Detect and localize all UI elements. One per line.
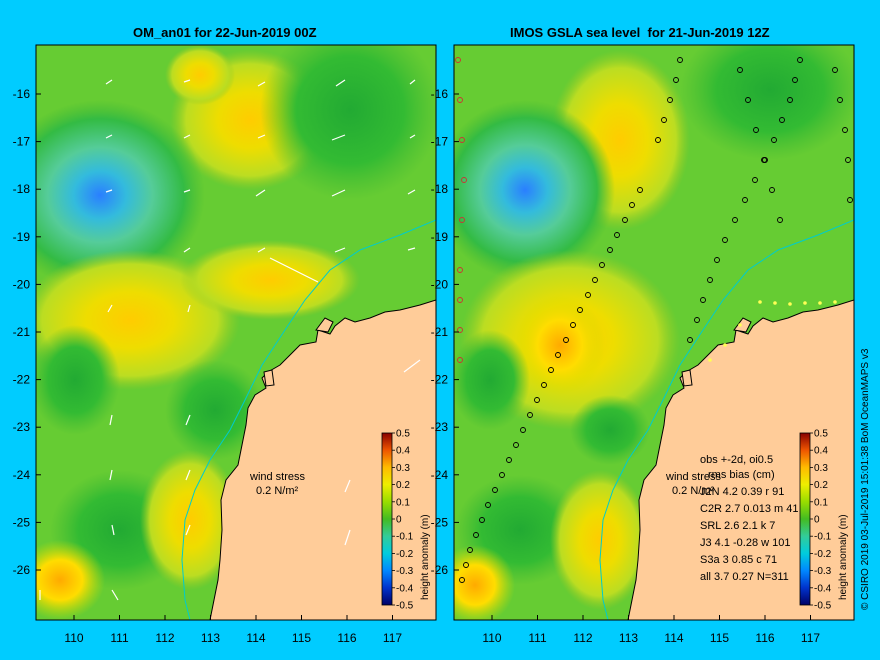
x-tick-label: 116 xyxy=(755,631,774,645)
colorbar-tick-label: 0.1 xyxy=(396,497,410,508)
colorbar-tick-label: 0.5 xyxy=(396,429,410,440)
right-wind-stress-label: wind stress xyxy=(665,471,722,483)
x-tick-label: 110 xyxy=(482,631,501,645)
colorbar-tick-label: -0.4 xyxy=(396,583,414,594)
x-tick-label: 111 xyxy=(110,631,129,645)
left-panel-title: OM_an01 for 22-Jun-2019 00Z xyxy=(133,25,317,40)
colorbar-tick-label: 0.1 xyxy=(814,497,828,508)
left-map-panel: wind stress 0.2 N/m² xyxy=(36,45,436,620)
colorbar-tick-label: 0.4 xyxy=(814,446,828,457)
y-tick-label: -23 xyxy=(431,420,449,434)
x-tick-label: 112 xyxy=(573,631,592,645)
y-tick-label: -26 xyxy=(431,563,449,577)
colorbar-tick-label: -0.1 xyxy=(396,532,414,543)
credit-text: © CSIRO 2019 03-Jul-2019 15:01:38 BoM Oc… xyxy=(860,348,871,610)
y-tick-label: -17 xyxy=(13,135,31,149)
left-colorbar: 0.5 0.4 0.3 0.2 0.1 0 -0.1 -0.2 -0.3 -0.4 -0.5 hei… xyxy=(381,429,431,612)
colorbar-tick-label: -0.2 xyxy=(396,549,414,560)
x-tick-label: 114 xyxy=(664,631,683,645)
colorbar-tick-label: -0.3 xyxy=(396,566,414,577)
left-colorbar-label: height anomaly (m) xyxy=(420,514,431,600)
stats-header: rms bias (cm) xyxy=(708,469,775,481)
left-wind-stress-value: 0.2 N/m² xyxy=(256,485,299,497)
x-tick-label: 115 xyxy=(292,631,311,645)
colorbar-tick-label: -0.1 xyxy=(814,532,832,543)
colorbar-tick-label: 0.2 xyxy=(814,480,828,491)
y-tick-label: -21 xyxy=(13,325,31,339)
y-tick-label: -19 xyxy=(13,230,31,244)
colorbar-tick-label: -0.3 xyxy=(814,566,832,577)
colorbar-tick-label: 0 xyxy=(396,515,402,526)
colorbar-tick-label: 0.3 xyxy=(814,463,828,474)
right-colorbar-label: height anomaly (m) xyxy=(838,514,849,600)
colorbar-tick-label: -0.4 xyxy=(814,583,832,594)
stats-row: all 3.7 0.27 N=311 xyxy=(700,571,789,583)
colorbar-tick-label: 0.3 xyxy=(396,463,410,474)
right-y-axis: -16 -17 -18 -19 -20 -21 -22 -23 -24 -25 -26 xyxy=(431,87,459,577)
colorbar-tick-label: 0.5 xyxy=(814,429,828,440)
y-tick-label: -19 xyxy=(431,230,449,244)
colorbar-tick-label: 0.2 xyxy=(396,480,410,491)
colorbar-tick-label: -0.5 xyxy=(396,601,414,612)
y-tick-label: -20 xyxy=(431,277,449,291)
right-colorbar: 0.5 0.4 0.3 0.2 0.1 0 -0.1 -0.2 -0.3 -0.4 -0.5 hei… xyxy=(799,429,849,612)
y-tick-label: -16 xyxy=(13,87,31,101)
y-tick-label: -26 xyxy=(13,563,31,577)
right-x-axis: 110 111 112 113 114 115 116 117 xyxy=(482,615,820,645)
stats-row: C2R 2.7 0.013 m 41 xyxy=(700,503,798,515)
x-tick-label: 113 xyxy=(201,631,220,645)
y-tick-label: -20 xyxy=(13,277,31,291)
colorbar-tick-label: 0.4 xyxy=(396,446,410,457)
y-tick-label: -18 xyxy=(13,182,31,196)
left-y-axis: -16 -17 -18 -19 -20 -21 -22 -23 -24 -25 -26 xyxy=(13,87,41,577)
x-tick-label: 110 xyxy=(64,631,83,645)
right-map-panel: obs +-2d, oi0.5 rms bias (cm) J2N 4.2 0.… xyxy=(454,45,854,620)
y-tick-label: -18 xyxy=(431,182,449,196)
colorbar-tick-label: -0.5 xyxy=(814,601,832,612)
left-x-axis: 110 111 112 113 114 115 116 117 xyxy=(64,615,402,645)
y-tick-label: -23 xyxy=(13,420,31,434)
stats-title: obs +-2d, oi0.5 xyxy=(700,454,773,466)
right-panel-title: IMOS GSLA sea level for 21-Jun-2019 12Z xyxy=(510,25,770,40)
stats-row: J3 4.1 -0.28 w 101 xyxy=(700,537,791,549)
stats-row: S3a 3 0.85 c 71 xyxy=(700,554,777,566)
x-tick-label: 117 xyxy=(383,631,402,645)
colorbar-tick-label: -0.2 xyxy=(814,549,832,560)
y-tick-label: -22 xyxy=(13,373,31,387)
y-tick-label: -24 xyxy=(13,468,31,482)
y-tick-label: -17 xyxy=(431,135,449,149)
colorbar-tick-label: 0 xyxy=(814,515,820,526)
x-tick-label: 111 xyxy=(528,631,547,645)
right-wind-stress-value: 0.2 N/m² xyxy=(672,485,715,497)
stats-row: J2N 4.2 0.39 r 91 xyxy=(700,486,784,498)
y-tick-label: -22 xyxy=(431,373,449,387)
stats-row: SRL 2.6 2.1 k 7 xyxy=(700,520,775,532)
x-tick-label: 115 xyxy=(710,631,729,645)
x-tick-label: 113 xyxy=(619,631,638,645)
left-wind-stress-label: wind stress xyxy=(249,471,306,483)
y-tick-label: -21 xyxy=(431,325,449,339)
y-tick-label: -16 xyxy=(431,87,449,101)
x-tick-label: 112 xyxy=(155,631,174,645)
y-tick-label: -25 xyxy=(13,515,31,529)
x-tick-label: 117 xyxy=(801,631,820,645)
y-tick-label: -25 xyxy=(431,515,449,529)
x-tick-label: 116 xyxy=(337,631,356,645)
y-tick-label: -24 xyxy=(431,468,449,482)
x-tick-label: 114 xyxy=(246,631,265,645)
